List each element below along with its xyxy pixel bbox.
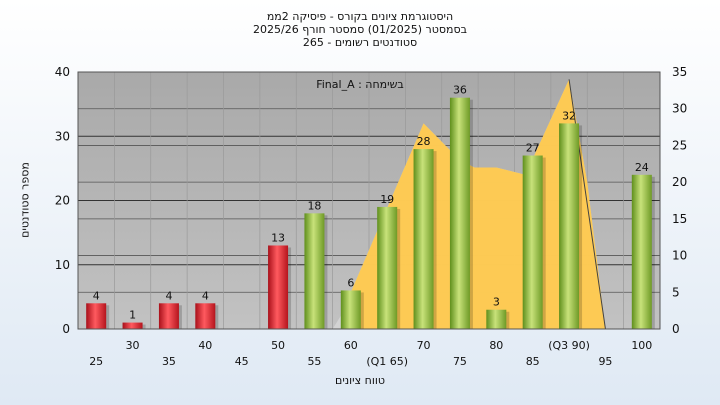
bar-value-label: 4 <box>93 289 100 302</box>
bar-30 <box>122 322 143 329</box>
x-tick-label: 80 <box>489 339 503 352</box>
y2-tick-label: 35 <box>672 65 687 79</box>
bar-35 <box>158 303 179 329</box>
bar-90 <box>559 123 580 330</box>
bar-80 <box>486 309 507 329</box>
bar-70 <box>413 149 434 329</box>
x-tick-label: 55 <box>307 355 321 368</box>
distribution-edge <box>568 79 606 330</box>
bar-value-label: 36 <box>453 84 467 97</box>
y2-tick-label: 10 <box>672 249 687 263</box>
x-tick-label: 35 <box>162 355 176 368</box>
x-tick-label: 30 <box>126 339 140 352</box>
y2-tick-label: 15 <box>672 212 687 226</box>
annotation-label: בשימחה : Final_A <box>316 78 404 91</box>
x-tick-label: 95 <box>598 355 612 368</box>
bar-value-label: 4 <box>165 289 172 302</box>
bar-value-label: 27 <box>526 142 540 155</box>
chart-title: היסטוגרמת ציונים בקורס - פיסיקה 2ממ בסמס… <box>160 10 560 49</box>
x-tick-label: (Q1 65) <box>366 355 408 368</box>
bar-value-label: 1 <box>129 309 136 322</box>
y2-tick-label: 5 <box>672 285 680 299</box>
title-line-course: היסטוגרמת ציונים בקורס - פיסיקה 2ממ <box>266 10 454 23</box>
y-tick-label: 40 <box>55 65 70 79</box>
y2-tick-label: 30 <box>672 102 687 116</box>
x-tick-label: 100 <box>631 339 652 352</box>
bar-60 <box>340 290 361 329</box>
x-tick-label: 75 <box>453 355 467 368</box>
x-tick-label: 60 <box>344 339 358 352</box>
y-tick-label: 10 <box>55 258 70 272</box>
y-tick-label: 20 <box>55 194 70 208</box>
x-tick-label: 45 <box>235 355 249 368</box>
bar-40 <box>195 303 216 329</box>
bar-value-label: 13 <box>271 231 285 244</box>
bar-value-label: 32 <box>562 109 576 122</box>
x-tick-label: 50 <box>271 339 285 352</box>
x-axis-title: טווח ציונים <box>335 374 385 387</box>
bar-75 <box>449 97 470 329</box>
y-tick-label: 30 <box>55 129 70 143</box>
x-tick-label: (Q3 90) <box>548 339 590 352</box>
bar-value-label: 3 <box>493 296 500 309</box>
y2-tick-label: 25 <box>672 138 687 152</box>
x-tick-label: 25 <box>89 355 103 368</box>
y2-tick-label: 0 <box>672 322 680 336</box>
bar-value-label: 28 <box>417 135 431 148</box>
x-tick-label: 85 <box>526 355 540 368</box>
bar-25 <box>86 303 107 329</box>
bar-100 <box>631 174 652 329</box>
x-tick-label: 70 <box>417 339 431 352</box>
x-tick-label: 40 <box>198 339 212 352</box>
bar-value-label: 18 <box>307 199 321 212</box>
bar-value-label: 24 <box>635 161 649 174</box>
title-line-semester: בסמסטר (01/2025) סמסטר חורף 2025/26 <box>253 23 467 36</box>
bar-value-label: 6 <box>347 276 354 289</box>
plot-frame <box>77 71 661 330</box>
bar-65 <box>377 206 398 329</box>
y2-tick-label: 20 <box>672 175 687 189</box>
bar-50 <box>268 245 289 329</box>
bar-85 <box>522 155 543 329</box>
title-line-enrolled: סטודנטים רשומים - 265 <box>302 36 418 49</box>
bar-55 <box>304 213 325 329</box>
y-tick-label: 0 <box>62 322 70 336</box>
bar-value-label: 19 <box>380 193 394 206</box>
bar-value-label: 4 <box>202 289 209 302</box>
